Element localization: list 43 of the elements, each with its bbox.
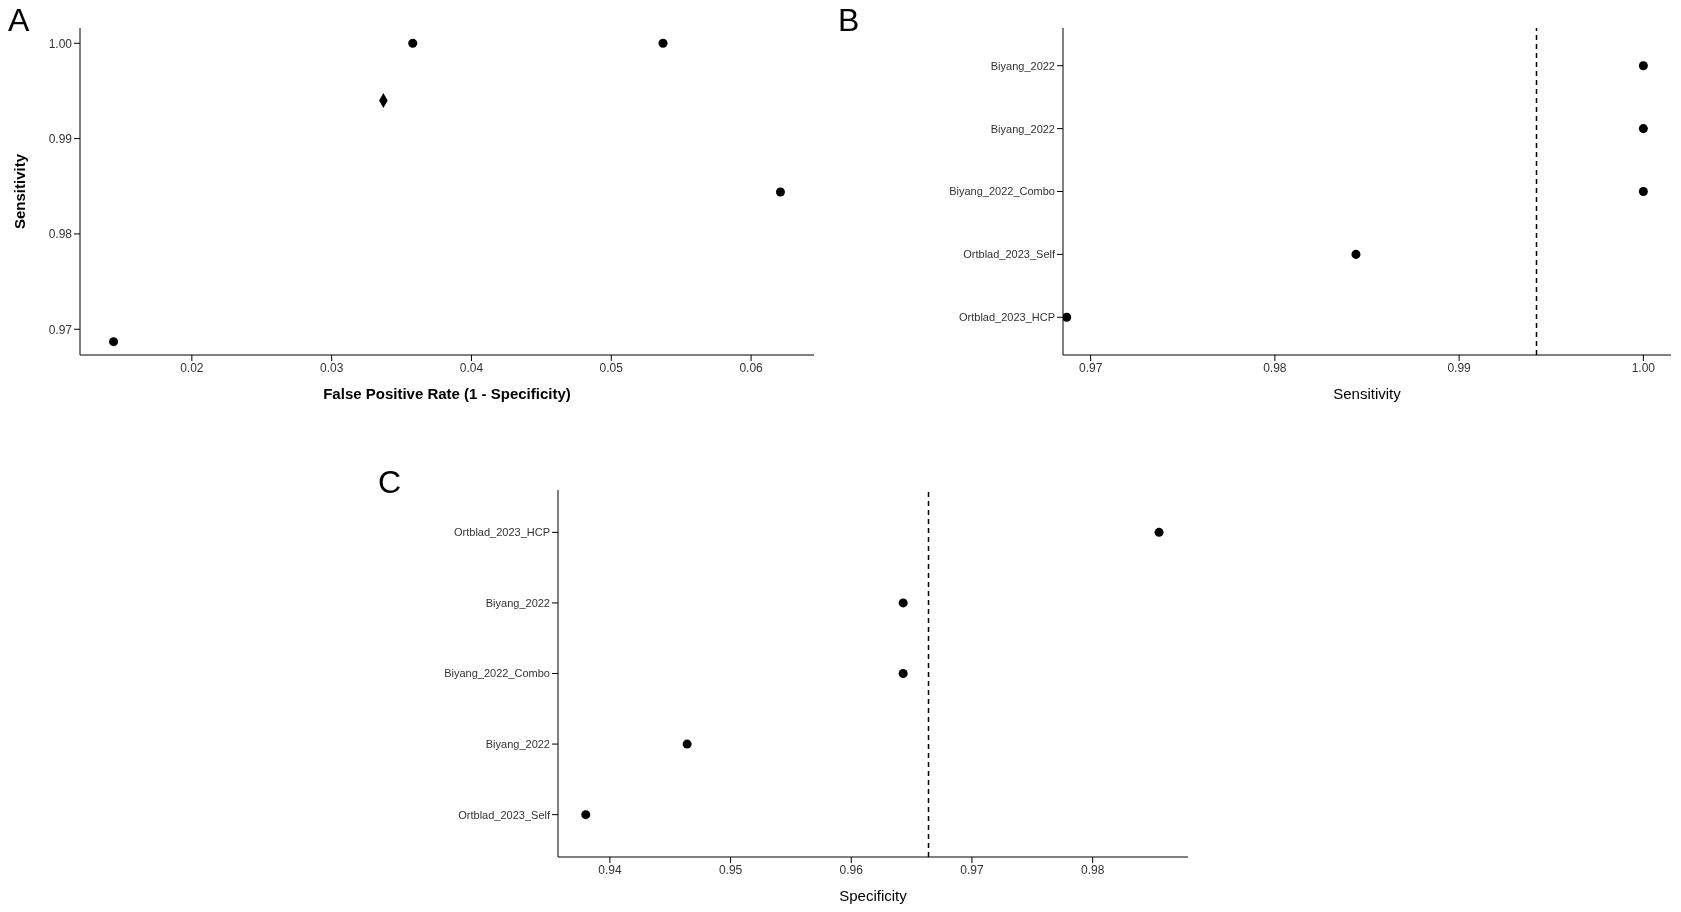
x-tick-label: 0.99 [1447, 360, 1472, 375]
text: C [378, 464, 402, 501]
x-tick-label: 0.97 [1078, 360, 1103, 375]
y-tick-label: Ortblad_2023_HCP [453, 526, 550, 539]
x-tick-label: 0.95 [718, 862, 743, 877]
x-axis-title: Sensitivity [1333, 385, 1402, 402]
point [775, 187, 785, 197]
x-tick-label: 0.04 [459, 360, 484, 375]
x-tick-label: 0.06 [739, 360, 764, 375]
y-tick-label: Biyang_2022_Combo [949, 185, 1055, 198]
y-tick-label: Ortblad_2023_Self [458, 808, 551, 821]
point [682, 739, 692, 749]
y-tick-label: 0.99 [48, 131, 73, 146]
y-tick-label: Biyang_2022 [485, 737, 550, 750]
text: B [838, 2, 860, 39]
y-tick-label: 0.97 [48, 322, 73, 337]
point [581, 810, 591, 820]
point [898, 668, 908, 679]
x-tick-label: 0.98 [1263, 360, 1287, 375]
x-tick-label: 0.02 [180, 360, 204, 375]
x-axis-title: Specificity [839, 887, 908, 904]
y-tick-label: Biyang_2022 [990, 59, 1055, 72]
y-tick-label: 0.98 [48, 227, 73, 242]
point [898, 598, 908, 608]
point [1154, 527, 1164, 537]
x-axis-title: False Positive Rate (1 - Specificity) [323, 385, 571, 402]
y-tick-label: 1.00 [48, 36, 73, 51]
y-tick-label: Biyang_2022 [990, 122, 1055, 135]
y-tick-label: Biyang_2022 [485, 596, 550, 609]
text: A [8, 2, 30, 39]
point [658, 38, 668, 48]
x-tick-label: 0.94 [598, 862, 622, 877]
x-tick-label: 0.98 [1080, 862, 1105, 877]
x-tick-label: 0.05 [599, 360, 624, 375]
y-tick-label: Ortblad_2023_Self [963, 248, 1056, 261]
point [109, 337, 119, 347]
y-tick-label: Biyang_2022_Combo [444, 667, 550, 680]
x-tick-label: 0.03 [319, 360, 344, 375]
x-tick-label: 1.00 [1631, 360, 1656, 375]
y-axis-title: Sensitivity [11, 153, 29, 230]
y-tick-label: Ortblad_2023_HCP [958, 311, 1055, 324]
point [408, 38, 418, 48]
x-tick-label: 0.96 [839, 862, 864, 877]
